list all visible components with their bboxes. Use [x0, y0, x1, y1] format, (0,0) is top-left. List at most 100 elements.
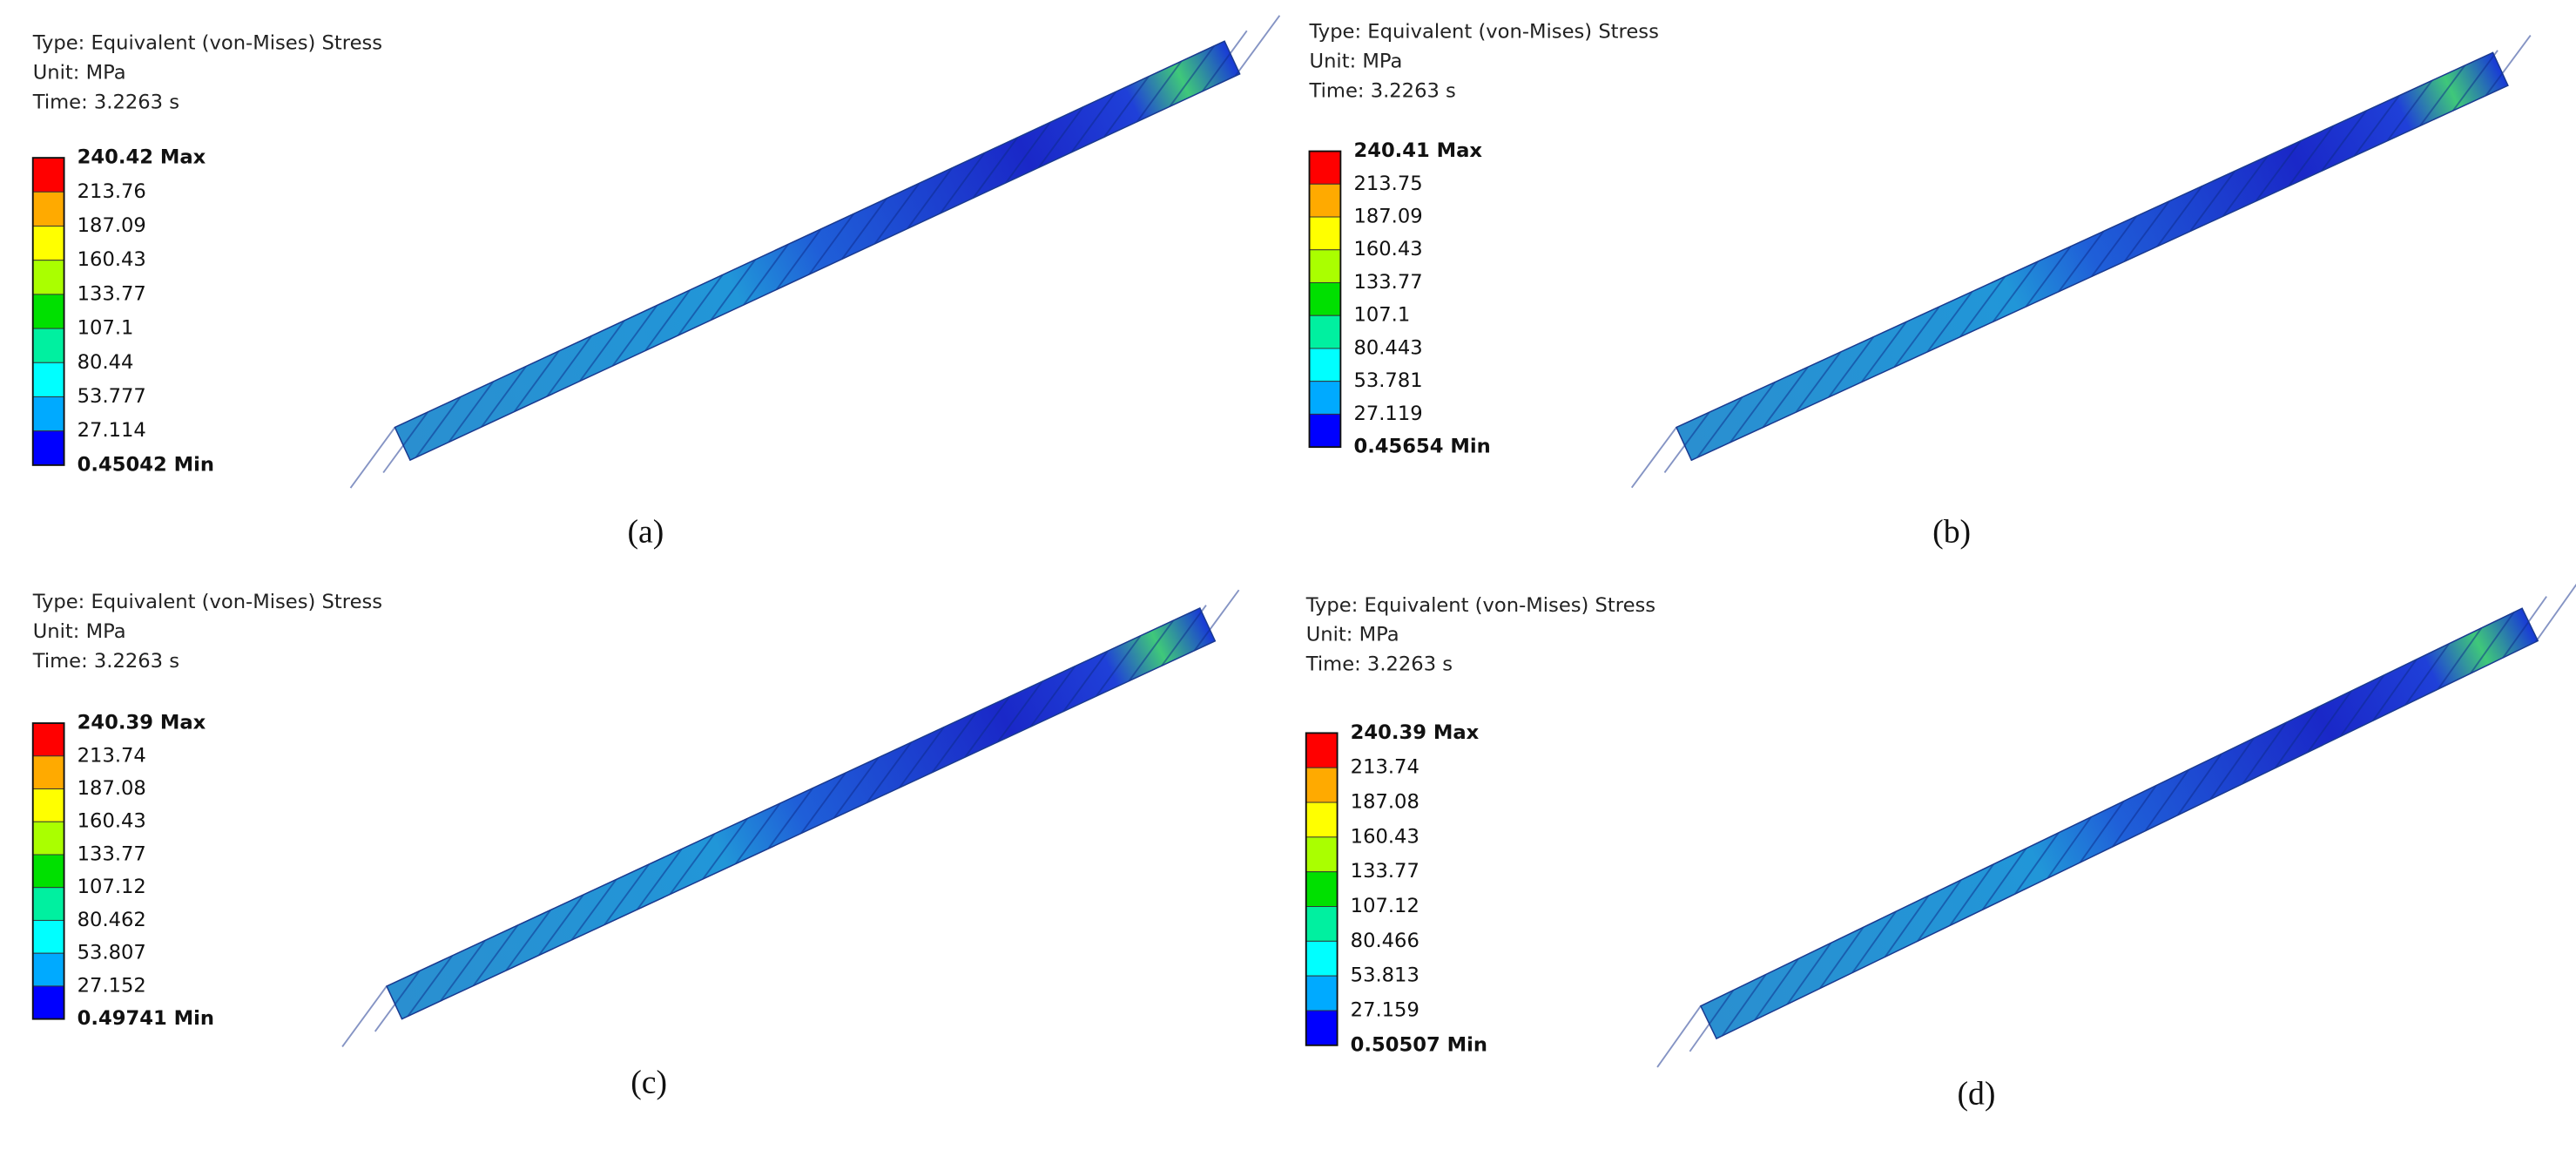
- helix-line: [1161, 605, 1207, 666]
- legend-swatch: [32, 362, 65, 397]
- unit-line: Unit: MPa: [33, 620, 126, 643]
- helix-line: [1095, 635, 1142, 697]
- helix-line: [1663, 411, 1710, 473]
- legend-label: 160.43: [78, 810, 146, 833]
- caption: (c): [631, 1065, 667, 1101]
- helix-line: [472, 924, 519, 986]
- helix-line: [1169, 45, 1215, 107]
- time-line: Time: 3.2263 s: [32, 650, 179, 673]
- strand-rod: [1630, 35, 2532, 489]
- helix-line: [1884, 895, 1930, 957]
- helix-line: [2275, 706, 2320, 768]
- helix-line: [611, 304, 658, 367]
- helix-line: [1696, 396, 1743, 458]
- type-line: Type: Equivalent (von-Mises) Stress: [32, 32, 382, 55]
- helix-line: [2025, 246, 2072, 308]
- panel: Type: Equivalent (von-Mises) Stress Unit:…: [31, 15, 1281, 551]
- helix-line: [808, 213, 854, 275]
- helix-line: [1029, 666, 1076, 727]
- legend-label: 80.466: [1351, 930, 1419, 952]
- rod-edge: [394, 40, 1241, 462]
- unit-line: Unit: MPa: [33, 62, 126, 85]
- rod-body: [387, 608, 1216, 1019]
- helix-line: [1005, 121, 1051, 184]
- legend-swatch: [32, 226, 65, 261]
- legend-swatch: [32, 919, 65, 954]
- legend-label: 187.09: [78, 214, 146, 237]
- helix-line: [940, 152, 986, 214]
- legend-label: 0.45654 Min: [1353, 436, 1490, 458]
- legend-frame: [31, 722, 65, 1020]
- legend-swatch: [1309, 413, 1341, 448]
- legend-swatch: [32, 821, 65, 856]
- helix-line: [2470, 612, 2515, 674]
- helix-line: [964, 696, 1010, 758]
- helix-line: [2091, 215, 2137, 277]
- legend-label: 133.77: [1353, 271, 1422, 294]
- helix-line: [866, 741, 912, 804]
- helix-line: [2177, 753, 2222, 816]
- legend-swatch: [1309, 216, 1341, 251]
- helix-line: [1656, 1005, 1702, 1068]
- helix-line: [1193, 589, 1240, 652]
- legend-label: 107.1: [78, 317, 134, 340]
- helix-line: [2123, 200, 2170, 262]
- legend-frame: [31, 157, 65, 466]
- helix-line: [407, 955, 454, 1017]
- helix-line: [1730, 382, 1776, 443]
- legend-label: 107.12: [78, 876, 146, 898]
- helix-line: [644, 289, 691, 351]
- panel: Type: Equivalent (von-Mises) Stress Unit:…: [1305, 579, 2576, 1113]
- helix-line: [1786, 942, 1832, 1005]
- legend-label: 133.77: [78, 282, 146, 305]
- strand-rod: [1656, 579, 2576, 1068]
- helix-line: [800, 772, 846, 835]
- strand-rod: [341, 589, 1240, 1047]
- legend-label: 240.42 Max: [78, 146, 206, 169]
- strand-rod: [349, 15, 1281, 489]
- legend-label: 213.76: [78, 180, 146, 203]
- helix-line: [841, 198, 887, 260]
- helix-line: [1917, 879, 1962, 942]
- helix-line: [2242, 721, 2288, 785]
- helix-line: [2255, 140, 2302, 202]
- legend-swatch: [32, 294, 65, 329]
- helix-line: [637, 848, 683, 910]
- helix-line: [2307, 690, 2352, 753]
- legend-label: 80.44: [78, 351, 134, 374]
- helix-line: [743, 243, 789, 306]
- legend-label: 240.41 Max: [1353, 139, 1482, 162]
- legend-frame: [1305, 732, 1339, 1046]
- helix-line: [1037, 106, 1084, 168]
- helix-line: [2419, 64, 2466, 126]
- legend-label: 133.77: [78, 842, 146, 865]
- helix-line: [2144, 768, 2190, 832]
- helix-line: [604, 863, 650, 926]
- legend-swatch: [1305, 871, 1339, 907]
- helix-line: [2452, 50, 2498, 112]
- helix-line: [833, 757, 880, 819]
- helix-line: [1819, 926, 1865, 990]
- unit-line: Unit: MPa: [1306, 624, 1399, 646]
- legend-swatch: [1305, 906, 1339, 942]
- time-line: Time: 3.2263 s: [1309, 79, 1456, 102]
- legend-swatch: [1309, 151, 1341, 185]
- rod-edge: [386, 607, 1217, 1020]
- helix-line: [1722, 974, 1767, 1037]
- helix-line: [931, 711, 978, 774]
- legend-label: 160.43: [78, 248, 146, 271]
- helix-line: [2014, 832, 2060, 895]
- legend-label: 160.43: [1353, 238, 1422, 260]
- helix-line: [513, 350, 560, 413]
- legend-label: 213.75: [1353, 172, 1422, 195]
- legend-label: 240.39 Max: [78, 712, 206, 734]
- legend-label: 240.39 Max: [1351, 721, 1480, 744]
- helix-line: [899, 727, 945, 788]
- legend-swatch: [1305, 767, 1339, 803]
- helix-line: [448, 381, 495, 443]
- helix-line: [440, 939, 486, 1002]
- legend-swatch: [1305, 732, 1339, 768]
- legend-swatch: [32, 985, 65, 1020]
- helix-line: [2372, 659, 2418, 721]
- legend-swatch: [32, 328, 65, 363]
